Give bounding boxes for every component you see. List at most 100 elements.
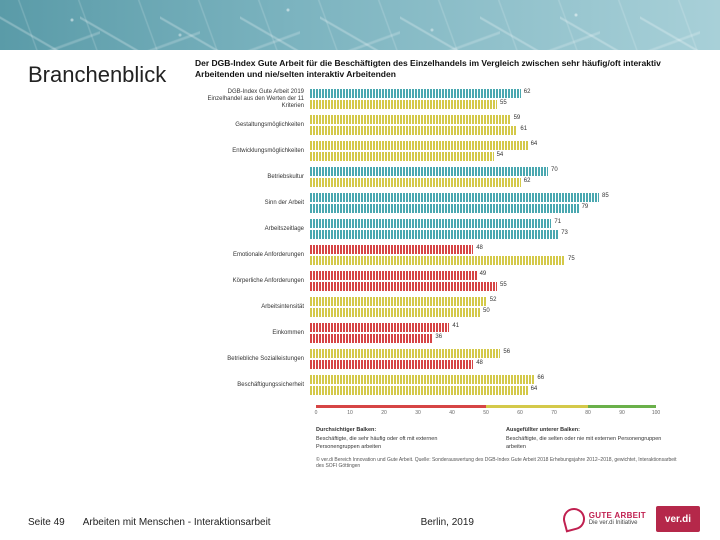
bar-series-2 [310,204,579,213]
bar-series-2 [310,152,494,161]
bar-group: 5250 [310,295,685,319]
chart-container: Der DGB-Index Gute Arbeit für die Beschä… [195,58,685,488]
bar-group: 66 64 [310,373,685,397]
bar-group: 49 55 [310,269,685,293]
bar-series-2 [310,230,558,239]
bar-value-2: 75 [568,256,575,262]
bar-series-1 [310,245,473,254]
chart-footnote: © ver.di Bereich Innovation und Gute Arb… [316,457,685,470]
bar-series-1 [310,193,599,202]
bar-series-1 [310,349,500,358]
ga-line2: Die ver.di Initiative [589,520,646,526]
scale-tick: 90 [619,410,625,416]
table-row: Arbeitszeitlage7173 [195,217,685,241]
bar-series-1 [310,375,534,384]
row-label: Arbeitszeitlage [195,226,310,233]
row-label: Gestaltungsmöglichkeiten [195,122,310,129]
bar-value-1: 71 [554,219,561,225]
bar-series-2 [310,308,480,317]
table-row: Beschäftigungssicherheit 66 64 [195,373,685,397]
bar-group: 41 36 [310,321,685,345]
bar-value-1: 64 [531,141,538,147]
bar-series-2 [310,178,521,187]
legend-col1-title: Durchsichtiger Balken: [316,427,476,434]
scale-tick: 0 [315,410,318,416]
scale-tick: 100 [652,410,660,416]
bar-value-2: 54 [497,152,504,158]
row-label: Arbeitsintensität [195,304,310,311]
scale-tick: 20 [381,410,387,416]
bar-group: 56 48 [310,347,685,371]
row-label: Betriebliche Sozialleistungen [195,356,310,363]
bar-series-1 [310,271,477,280]
row-label: Beschäftigungssicherheit [195,382,310,389]
legend-col2-title: Ausgefüllter unterer Balken: [506,427,666,434]
page-number: Seite 49 [28,517,65,528]
scale-tick: 60 [517,410,523,416]
page-title: Branchenblick [28,62,166,88]
bar-series-2 [310,126,517,135]
table-row: Einkommen 41 36 [195,321,685,345]
table-row: DGB-Index Gute Arbeit 2019 Einzelhandel … [195,87,685,111]
footer-location: Berlin, 2019 [421,517,474,528]
bar-series-1 [310,115,511,124]
table-row: Körperliche Anforderungen 49 55 [195,269,685,293]
chart-legend: Durchsichtiger Balken: Beschäftigte, die… [316,427,685,450]
bar-value-2: 61 [520,126,527,132]
swirl-icon [563,508,585,530]
table-row: Emotionale Anforderungen4875 [195,243,685,267]
bar-group: 7062 [310,165,685,189]
bar-value-2: 48 [476,360,483,366]
row-label: Sinn der Arbeit [195,200,310,207]
bar-value-1: 85 [602,193,609,199]
row-label: DGB-Index Gute Arbeit 2019 Einzelhandel … [195,89,310,109]
bar-value-2: 55 [500,100,507,106]
bar-value-1: 49 [480,271,487,277]
scale-tick: 70 [551,410,557,416]
gute-arbeit-logo: GUTE ARBEIT Die ver.di Initiative [563,508,646,530]
legend-col-2: Ausgefüllter unterer Balken: Beschäftigt… [506,427,666,450]
row-label: Entwicklungsmöglichkeiten [195,148,310,155]
scale-tick: 10 [347,410,353,416]
chart-scale: 0102030405060708090100 [316,401,685,417]
bar-value-1: 66 [537,375,544,381]
bar-group: 64 54 [310,139,685,163]
bar-value-1: 59 [514,115,521,121]
header-banner [0,0,720,50]
ga-text: GUTE ARBEIT Die ver.di Initiative [589,512,646,526]
bar-series-1 [310,323,449,332]
table-row: Betriebliche Sozialleistungen 56 48 [195,347,685,371]
bar-value-2: 36 [435,334,442,340]
bar-value-2: 64 [531,386,538,392]
bar-series-1 [310,89,521,98]
bar-group: 62 55 [310,87,685,111]
scale-tick: 80 [585,410,591,416]
scale-tick: 50 [483,410,489,416]
bar-value-2: 55 [500,282,507,288]
bar-value-1: 62 [524,89,531,95]
bar-value-1: 48 [476,245,483,251]
table-row: Gestaltungsmöglichkeiten 59 61 [195,113,685,137]
row-label: Einkommen [195,330,310,337]
bar-value-2: 62 [524,178,531,184]
bar-series-1 [310,219,551,228]
bar-value-2: 73 [561,230,568,236]
bar-group: 59 61 [310,113,685,137]
bar-group: 7173 [310,217,685,241]
bar-series-2 [310,386,528,395]
legend-col1-body: Beschäftigte, die sehr häufig oder oft m… [316,436,437,449]
verdi-logo: ver.di [656,506,700,532]
bar-series-1 [310,297,487,306]
bar-series-2 [310,256,565,265]
bar-series-2 [310,334,432,343]
bar-value-1: 41 [452,323,459,329]
bar-value-1: 56 [503,349,510,355]
bar-series-1 [310,141,528,150]
bar-series-2 [310,100,497,109]
legend-col2-body: Beschäftigte, die selten oder nie mit ex… [506,436,661,449]
chart-rows: DGB-Index Gute Arbeit 2019 Einzelhandel … [195,87,685,397]
row-label: Körperliche Anforderungen [195,278,310,285]
bar-series-2 [310,282,497,291]
table-row: Entwicklungsmöglichkeiten 64 54 [195,139,685,163]
chart-title: Der DGB-Index Gute Arbeit für die Beschä… [195,58,685,79]
